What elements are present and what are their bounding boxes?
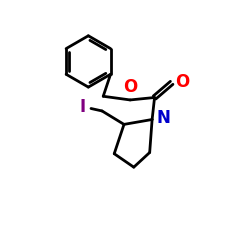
Text: I: I — [80, 98, 86, 116]
Text: O: O — [123, 78, 137, 96]
Text: O: O — [175, 72, 190, 90]
Text: N: N — [156, 109, 170, 127]
